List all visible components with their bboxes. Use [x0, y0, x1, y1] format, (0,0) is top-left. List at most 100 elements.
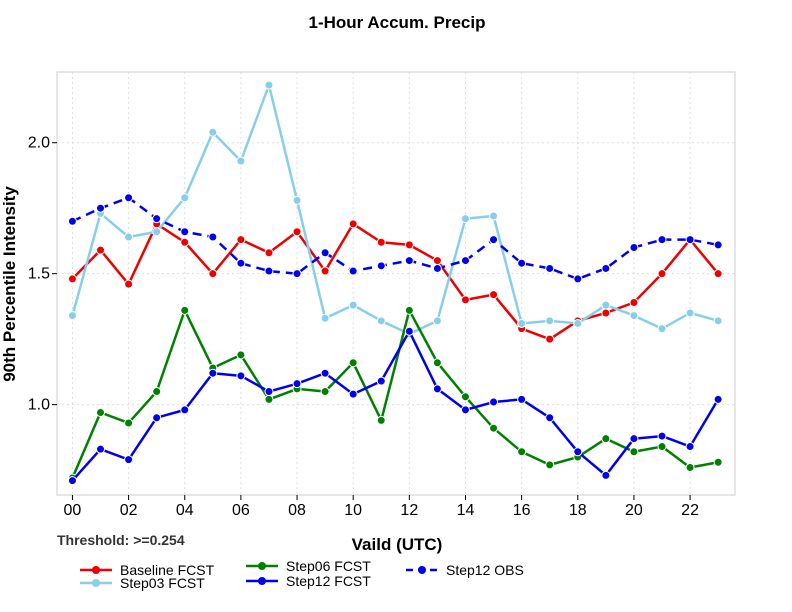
data-point: [124, 193, 134, 203]
data-point: [404, 256, 414, 266]
legend-item: Step12 FCST: [246, 573, 371, 589]
data-point: [292, 227, 302, 237]
data-point: [713, 457, 723, 467]
data-point: [152, 413, 162, 423]
data-point: [320, 313, 330, 323]
legend-item: Baseline FCST: [80, 562, 215, 578]
legend-label: Step03 FCST: [120, 575, 205, 591]
data-point: [657, 269, 667, 279]
data-point: [460, 295, 470, 305]
data-point: [629, 242, 639, 252]
data-point: [573, 274, 583, 284]
plot-area: [56, 71, 736, 496]
data-point: [67, 216, 77, 226]
data-point: [713, 316, 723, 326]
legend-swatch-marker: [92, 566, 100, 574]
y-tick-label: 2.0: [28, 135, 50, 152]
data-point: [685, 462, 695, 472]
data-point: [629, 311, 639, 321]
y-tick-label: 1.0: [28, 397, 50, 414]
data-point: [629, 434, 639, 444]
y-axis-title: 90th Percentile Intensity: [0, 186, 19, 382]
data-point: [96, 407, 106, 417]
data-point: [460, 214, 470, 224]
x-tick-label: 16: [513, 502, 531, 519]
series-line: [71, 196, 719, 281]
legend-label: Step12 FCST: [286, 573, 371, 589]
series-step12-obs: [67, 193, 723, 284]
data-point: [601, 300, 611, 310]
data-point: [236, 350, 246, 360]
data-point: [545, 316, 555, 326]
data-point: [657, 431, 667, 441]
data-point: [601, 308, 611, 318]
data-point: [629, 447, 639, 457]
data-point: [208, 368, 218, 378]
data-point: [545, 413, 555, 423]
data-point: [601, 263, 611, 273]
data-point: [152, 214, 162, 224]
data-point: [348, 358, 358, 368]
data-point: [124, 455, 134, 465]
data-point: [517, 394, 527, 404]
data-point: [404, 305, 414, 315]
data-point: [180, 305, 190, 315]
data-point: [517, 258, 527, 268]
x-tick-label: 10: [344, 502, 362, 519]
data-point: [432, 358, 442, 368]
data-point: [685, 442, 695, 452]
data-point: [601, 470, 611, 480]
data-point: [180, 227, 190, 237]
data-point: [376, 316, 386, 326]
data-point: [236, 371, 246, 381]
y-tick-label: 1.5: [28, 266, 50, 283]
data-point: [208, 127, 218, 137]
data-point: [124, 232, 134, 242]
data-point: [432, 263, 442, 273]
data-point: [657, 235, 667, 245]
data-point: [517, 447, 527, 457]
data-point: [685, 235, 695, 245]
legend-swatch-marker: [258, 577, 266, 585]
legend-label: Baseline FCST: [120, 562, 215, 578]
x-tick-label: 20: [625, 502, 643, 519]
data-point: [180, 405, 190, 415]
y-axis-ticks: 1.0 1.5 2.0: [28, 135, 57, 414]
x-tick-label: 22: [681, 502, 699, 519]
data-point: [67, 311, 77, 321]
data-point: [320, 368, 330, 378]
data-point: [292, 269, 302, 279]
legend-swatch-marker: [418, 566, 426, 574]
data-point: [657, 324, 667, 334]
data-point: [236, 258, 246, 268]
data-point: [320, 387, 330, 397]
data-point: [489, 290, 499, 300]
data-point: [713, 394, 723, 404]
data-point: [124, 418, 134, 428]
data-point: [264, 394, 274, 404]
x-tick-label: 14: [457, 502, 475, 519]
data-point: [489, 397, 499, 407]
legend-item: Step06 FCST: [246, 558, 371, 574]
series-step12-fcst: [67, 326, 723, 486]
data-point: [348, 219, 358, 229]
data-point: [208, 269, 218, 279]
data-point: [489, 423, 499, 433]
data-point: [629, 297, 639, 307]
data-point: [517, 318, 527, 328]
series-step03-fcst: [67, 80, 723, 339]
legend-item: Step12 OBS: [406, 562, 524, 578]
x-tick-label: 02: [120, 502, 138, 519]
x-tick-label: 08: [288, 502, 306, 519]
data-point: [713, 240, 723, 250]
data-point: [376, 237, 386, 247]
series-step06-fcst: [67, 305, 723, 483]
data-point: [545, 263, 555, 273]
data-point: [489, 211, 499, 221]
series-lines: [67, 80, 723, 486]
data-point: [573, 318, 583, 328]
data-point: [601, 434, 611, 444]
data-point: [432, 256, 442, 266]
